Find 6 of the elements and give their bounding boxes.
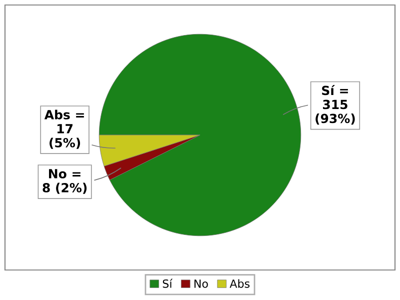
legend-label: Abs xyxy=(230,279,250,288)
data-label: Sí = 315 (93%) xyxy=(316,85,355,125)
legend-label: No xyxy=(194,280,208,288)
data-label: No = 8 (2%) xyxy=(42,169,87,194)
legend-label: Sí xyxy=(162,278,173,288)
data-label: Abs = 17 (5%) xyxy=(44,110,84,149)
